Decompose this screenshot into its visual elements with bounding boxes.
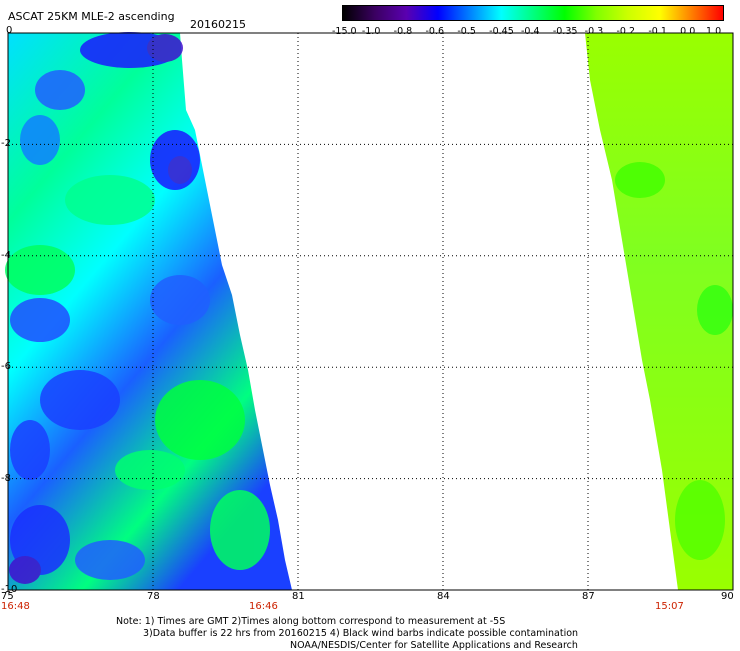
longitude-label: 81 — [292, 591, 305, 602]
colorbar-label: -0.4 — [521, 26, 540, 37]
latitude-label: -4 — [1, 249, 11, 261]
colorbar-label: -1.0 — [361, 26, 381, 37]
colorbar-label: -0.5 — [457, 26, 476, 37]
note-line-2: 3)Data buffer is 22 hrs from 20160215 4)… — [143, 628, 579, 639]
map-date: 20160215 — [190, 18, 246, 31]
colorbar-label: -0.2 — [616, 26, 636, 37]
longitude-label: 75 — [1, 591, 14, 602]
colorbar-label: -15.0 — [332, 26, 357, 37]
colorbar-label: 0.0 — [680, 26, 696, 37]
colorbar-label: -0.8 — [393, 26, 413, 37]
longitude-label: 90 — [721, 591, 734, 602]
time-left: 16:48 — [1, 601, 30, 612]
latitude-label: -6 — [1, 361, 11, 373]
note-line-3: NOAA/NESDIS/Center for Satellite Applica… — [290, 640, 578, 651]
map-gridlines — [8, 33, 733, 590]
latitude-label: -2 — [1, 138, 11, 150]
colorbar — [342, 5, 724, 21]
colorbar-label: -0.35 — [552, 26, 578, 37]
colorbar-label: -0.6 — [425, 26, 445, 37]
colorbar-label: 1.0 — [706, 26, 722, 37]
latitude-label: 0 — [6, 25, 13, 36]
colorbar-label: -0.45 — [489, 26, 514, 37]
map-title: ASCAT 25KM MLE-2 ascending — [8, 10, 175, 23]
time-mid: 16:46 — [249, 601, 278, 612]
west-swath-texture — [5, 32, 270, 584]
east-swath-texture — [615, 162, 733, 560]
longitude-label: 78 — [147, 591, 160, 602]
latitude-label: -10 — [1, 584, 18, 595]
note-line-1: Note: 1) Times are GMT 2)Times along bot… — [116, 616, 506, 627]
latitude-label: -8 — [1, 472, 11, 484]
map-frame — [7, 32, 734, 591]
time-right: 15:07 — [655, 601, 684, 612]
colorbar-label: -0.1 — [648, 26, 667, 37]
colorbar-label: -0.3 — [584, 26, 604, 37]
longitude-label: 87 — [582, 591, 595, 602]
longitude-label: 84 — [437, 591, 450, 602]
